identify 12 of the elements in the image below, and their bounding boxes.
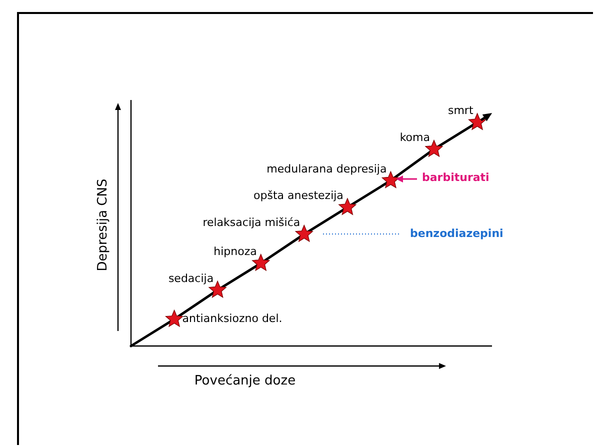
- annotation: opšta anestezija: [254, 189, 344, 202]
- annotation: medularana depresija: [266, 162, 387, 176]
- annotation: benzodiazepini: [410, 227, 504, 240]
- annotation: sedacija: [168, 272, 214, 285]
- annotation: koma: [400, 131, 430, 144]
- annotation: hipnoza: [214, 245, 257, 258]
- x-axis-title: Povećanje doze: [194, 374, 296, 388]
- text: smrt: [448, 104, 474, 118]
- annotation: relaksacija mišića: [202, 216, 300, 230]
- annotation: antianksiozno del.: [182, 312, 282, 326]
- y-axis-title: Depresija CNS: [96, 178, 110, 272]
- annotation: barbiturati: [422, 171, 490, 184]
